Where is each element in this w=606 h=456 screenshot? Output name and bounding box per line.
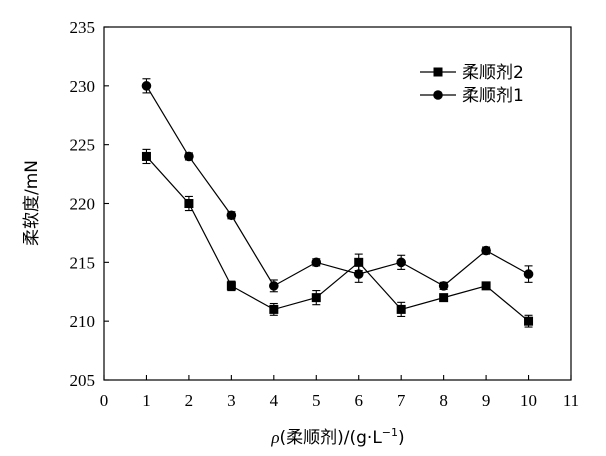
- series-1-point: [141, 81, 152, 91]
- x-tick-label: 9: [482, 391, 491, 410]
- series-2-line: [146, 156, 529, 322]
- x-tick-label: 1: [142, 391, 151, 410]
- legend-item-series-2: 柔顺剂2: [420, 63, 524, 83]
- x-tick-label: 2: [185, 391, 194, 410]
- series-1-point: [269, 281, 279, 291]
- x-tick-label: 3: [227, 391, 236, 410]
- x-axis-title-sup: −1: [382, 426, 398, 439]
- legend-label: 柔顺剂2: [462, 63, 524, 83]
- x-tick-label: 4: [270, 391, 279, 410]
- y-tick-label: 235: [70, 18, 96, 37]
- x-axis-title-end: ): [398, 428, 405, 448]
- series-2-point: [481, 281, 491, 291]
- y-tick-label: 220: [70, 195, 96, 214]
- series-2-point: [524, 316, 534, 326]
- axis-ticks: [103, 26, 572, 381]
- legend-marker: [433, 67, 443, 77]
- series-2-point: [141, 151, 151, 161]
- series-2-point: [311, 293, 321, 303]
- series-1: [141, 78, 534, 293]
- x-tick-label: 5: [312, 391, 321, 410]
- y-tick-label: 225: [70, 136, 96, 155]
- y-tick-label: 205: [70, 371, 96, 390]
- x-tick-label: 10: [520, 391, 537, 410]
- series-2-point: [354, 257, 364, 267]
- series-1-point: [184, 151, 194, 162]
- series-1-point: [226, 210, 237, 221]
- y-tick-label: 210: [70, 312, 96, 331]
- series-2-point: [396, 304, 406, 314]
- x-axis-title-main: (柔顺剂)/(g·L: [280, 428, 383, 448]
- legend-label: 柔顺剂1: [462, 86, 524, 106]
- y-tick-label: 215: [70, 253, 96, 272]
- x-tick-label: 8: [439, 391, 448, 410]
- series-2-point: [184, 199, 194, 208]
- series-1-point: [396, 257, 406, 268]
- x-tick-label: 7: [397, 391, 406, 410]
- series-1-point: [311, 257, 322, 268]
- series-2: [141, 148, 534, 328]
- series-2-point: [269, 304, 279, 314]
- series-layer: [141, 78, 534, 328]
- legend-item-series-1: 柔顺剂1: [420, 86, 524, 106]
- x-tick-label: 6: [354, 391, 363, 410]
- y-axis-title: 柔软度/mN: [22, 160, 42, 246]
- series-1-point: [353, 269, 364, 279]
- series-1-point: [438, 281, 449, 291]
- x-tick-label: 11: [563, 391, 579, 410]
- y-tick-label: 230: [70, 77, 96, 96]
- x-tick-label: 0: [100, 391, 109, 410]
- x-axis-title: ρ(柔顺剂)/(g·L−1): [270, 426, 404, 448]
- axis-tick-labels: 0 1 2 3 4 5 6 7 8 9 10 11 205 210 215 220 225 230 235: [70, 18, 580, 410]
- legend-marker: [433, 90, 443, 100]
- series-1-point: [523, 269, 534, 279]
- series-1-line: [145, 85, 529, 287]
- series-2-point: [226, 281, 236, 291]
- legend: 柔顺剂2 柔顺剂1: [420, 63, 524, 106]
- series-2-point: [439, 293, 449, 303]
- series-1-point: [481, 245, 491, 256]
- x-axis-title-rho: ρ: [270, 428, 279, 447]
